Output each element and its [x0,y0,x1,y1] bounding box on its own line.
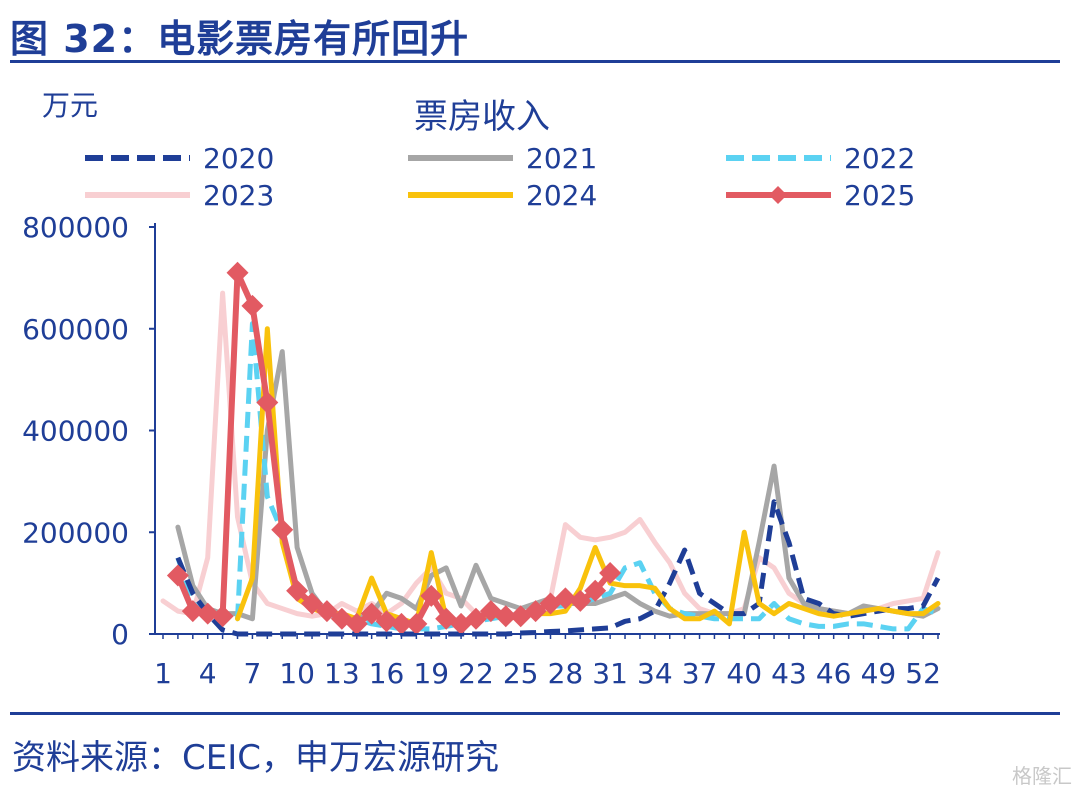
data-point-2025 [211,605,234,628]
legend-item-2025: 2025 [726,179,915,212]
series-2024 [235,326,941,627]
series-line-2024 [235,326,941,627]
chart-title: 票房收入 [414,97,550,137]
legend-label: 2020 [203,142,274,175]
data-point-2025 [360,602,383,625]
footer-divider [10,712,1060,715]
data-point-2025 [494,605,517,628]
legend-item-2024: 2024 [408,179,597,212]
y-tick-label: 0 [111,618,129,651]
data-point-2025 [271,518,294,541]
x-tick-label: 7 [244,657,262,690]
legend-label: 2023 [203,179,274,212]
y-tick-label: 600000 [22,313,129,346]
x-tick-label: 19 [413,657,449,690]
x-tick-label: 31 [592,657,628,690]
source-note: 资料来源：CEIC，申万宏源研究 [12,738,499,778]
figure-title: 图 32：电影票房有所回升 [10,17,470,61]
x-tick-label: 37 [682,657,718,690]
x-tick-label: 16 [369,657,405,690]
x-tick-label: 1 [154,657,172,690]
data-point-2025 [464,607,487,630]
data-point-2025 [345,612,368,635]
x-tick-label: 40 [726,657,762,690]
legend-label: 2024 [526,179,597,212]
x-tick-label: 22 [458,657,494,690]
x-tick-label: 49 [861,657,897,690]
x-tick-label: 28 [548,657,584,690]
data-point-2025 [286,579,309,602]
series-layer [160,261,941,637]
y-tick-label: 800000 [22,211,129,244]
axes: 0 200000 400000 600000 800000 1 4 7 10 13 16 19 22 25… [22,211,941,690]
data-point-2025 [166,564,189,587]
legend-item-2023: 2023 [85,179,274,212]
x-tick-label: 25 [503,657,539,690]
data-point-2025 [554,587,577,610]
y-tick-label: 400000 [22,415,129,448]
x-tick-label: 52 [905,657,941,690]
data-point-2025 [315,600,338,623]
legend-marker [769,186,787,204]
legend-label: 2022 [844,142,915,175]
series-2025 [166,261,622,635]
x-tick-label: 34 [637,657,673,690]
data-point-2025 [375,610,398,633]
data-point-2025 [390,612,413,635]
y-tick-label: 200000 [22,516,129,549]
series-2023 [160,290,941,622]
legend-label: 2021 [526,142,597,175]
x-tick-label: 4 [199,657,217,690]
series-line-2025 [174,269,614,627]
data-point-2025 [584,579,607,602]
x-tick-label: 43 [771,657,807,690]
legend-item-2022: 2022 [726,142,915,175]
data-point-2025 [196,602,219,625]
x-tick-label: 10 [279,657,315,690]
x-tick-label: 13 [324,657,360,690]
data-point-2025 [301,592,324,615]
x-tick-label: 46 [816,657,852,690]
legend-item-2020: 2020 [85,142,274,175]
data-point-2025 [256,391,279,414]
data-point-2025 [569,589,592,612]
data-point-2025 [405,612,428,635]
legend: 2020 2021 2022 2023 2024 2025 [85,142,915,212]
line-chart: 万元 票房收入 2020 2021 2022 2023 2024 2025 0 200000… [22,89,941,690]
data-point-2025 [241,294,264,317]
data-point-2025 [226,261,249,284]
data-point-2025 [524,600,547,623]
watermark: 格隆汇 [1012,764,1072,788]
legend-label: 2025 [844,179,915,212]
data-point-2025 [181,600,204,623]
title-divider [10,60,1060,63]
y-axis-label: 万元 [42,89,98,122]
data-point-2025 [599,561,622,584]
data-point-2025 [420,584,443,607]
legend-item-2021: 2021 [408,142,597,175]
series-line-2023 [160,290,941,622]
